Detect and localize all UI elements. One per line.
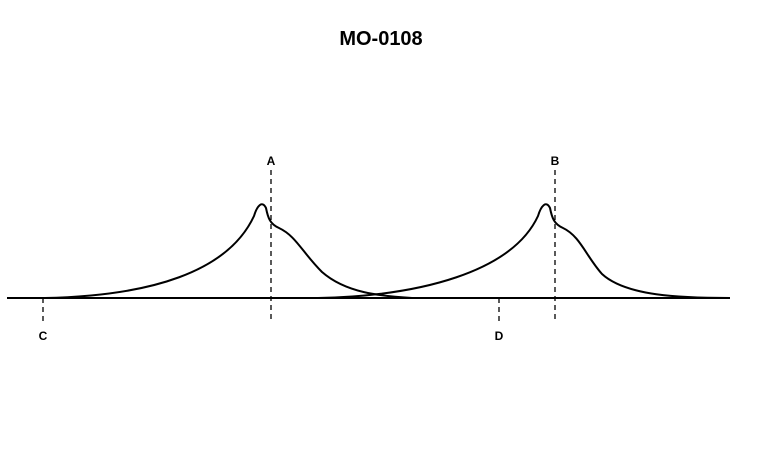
marker-label: A xyxy=(267,154,276,168)
title: MO-0108 xyxy=(339,28,422,50)
marker-label: B xyxy=(551,154,560,168)
peak-curve xyxy=(44,203,413,299)
marker-label: C xyxy=(39,329,48,343)
marker-label: D xyxy=(495,329,504,343)
peak-curve xyxy=(317,203,731,299)
